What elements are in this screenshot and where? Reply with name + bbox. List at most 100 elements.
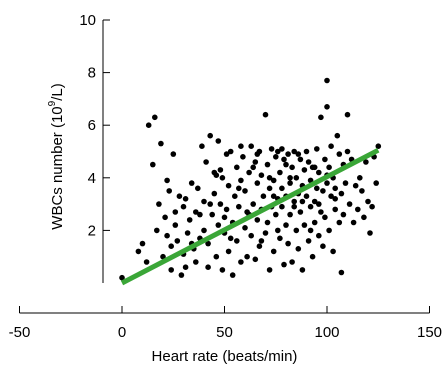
data-point bbox=[289, 259, 295, 265]
data-point bbox=[223, 151, 230, 157]
data-point bbox=[285, 151, 291, 157]
data-point bbox=[238, 259, 244, 265]
data-point bbox=[256, 243, 263, 249]
y-tick-label: 8 bbox=[88, 65, 96, 82]
data-point bbox=[166, 188, 172, 194]
data-point bbox=[238, 143, 244, 149]
data-point bbox=[225, 182, 232, 189]
data-point bbox=[258, 172, 265, 178]
data-point bbox=[336, 219, 343, 226]
data-point bbox=[332, 185, 339, 192]
data-point bbox=[355, 206, 361, 213]
data-point bbox=[182, 196, 189, 202]
data-point bbox=[227, 235, 234, 242]
data-point bbox=[293, 227, 300, 234]
data-point bbox=[316, 232, 322, 239]
data-point bbox=[227, 148, 234, 155]
data-point bbox=[197, 211, 203, 218]
data-point bbox=[234, 164, 240, 171]
data-point bbox=[283, 161, 289, 168]
data-point bbox=[326, 164, 332, 171]
y-tick-label: 2 bbox=[88, 222, 96, 239]
data-point bbox=[164, 232, 170, 239]
data-point bbox=[258, 238, 265, 244]
data-point bbox=[375, 143, 382, 149]
data-point bbox=[270, 193, 277, 199]
data-point bbox=[186, 217, 193, 223]
data-point bbox=[260, 193, 267, 199]
data-point bbox=[277, 235, 283, 242]
y-tick-label: 6 bbox=[88, 117, 96, 134]
data-point bbox=[254, 217, 261, 223]
data-point bbox=[193, 209, 199, 215]
data-point bbox=[369, 203, 375, 210]
data-point bbox=[320, 188, 326, 194]
data-point bbox=[291, 148, 298, 155]
data-point bbox=[135, 248, 142, 255]
data-point bbox=[219, 175, 226, 181]
data-point bbox=[316, 169, 322, 176]
data-point bbox=[332, 196, 339, 202]
data-point bbox=[252, 159, 259, 165]
data-point bbox=[279, 203, 285, 210]
x-tick-label: -50 bbox=[9, 324, 31, 341]
data-point bbox=[266, 175, 273, 181]
data-point bbox=[340, 211, 347, 218]
data-point bbox=[350, 219, 357, 226]
data-point bbox=[305, 238, 312, 244]
data-point bbox=[221, 214, 228, 221]
data-point bbox=[326, 227, 332, 234]
data-point bbox=[311, 198, 318, 205]
data-point bbox=[297, 209, 304, 215]
data-point bbox=[342, 180, 349, 186]
data-point bbox=[160, 253, 166, 260]
data-point bbox=[357, 175, 363, 181]
data-point bbox=[322, 156, 328, 163]
data-point bbox=[279, 185, 285, 192]
data-point bbox=[252, 256, 259, 263]
data-point bbox=[254, 180, 261, 186]
data-point bbox=[344, 148, 351, 155]
y-tick-label: 4 bbox=[88, 170, 96, 187]
data-point bbox=[250, 164, 256, 171]
x-tick-label: 50 bbox=[216, 324, 233, 341]
data-point bbox=[219, 267, 226, 273]
data-point bbox=[229, 272, 236, 278]
data-point bbox=[324, 104, 330, 110]
data-point bbox=[328, 143, 334, 149]
data-point bbox=[361, 214, 367, 221]
data-point bbox=[248, 232, 254, 239]
data-point bbox=[236, 203, 242, 210]
data-point bbox=[150, 161, 156, 168]
x-tick-label: 100 bbox=[314, 324, 339, 341]
data-point bbox=[346, 201, 353, 207]
data-point bbox=[264, 219, 271, 226]
y-axis-title-main: WBCs number (10 bbox=[49, 106, 66, 229]
data-point bbox=[203, 159, 209, 165]
y-axis-title-superscript: 9 bbox=[47, 100, 58, 106]
data-point bbox=[250, 201, 256, 207]
data-point bbox=[285, 240, 291, 247]
data-point bbox=[242, 225, 248, 231]
data-point bbox=[170, 151, 177, 157]
data-point bbox=[367, 230, 373, 236]
data-point bbox=[318, 114, 324, 121]
data-point bbox=[311, 219, 318, 226]
data-point bbox=[279, 146, 285, 152]
data-point bbox=[264, 161, 271, 168]
data-point bbox=[297, 156, 304, 163]
x-axis-title: Heart rate (beats/min) bbox=[152, 348, 298, 365]
data-point bbox=[176, 193, 183, 199]
data-point bbox=[244, 209, 250, 215]
data-point bbox=[299, 267, 306, 273]
data-point bbox=[314, 146, 320, 152]
data-point bbox=[281, 156, 287, 163]
data-point bbox=[213, 253, 220, 260]
data-point bbox=[281, 261, 287, 268]
regression-line bbox=[120, 147, 380, 286]
data-point bbox=[291, 203, 298, 210]
y-axis-title: WBCs number (109/L) bbox=[47, 83, 66, 229]
x-tick-label: 150 bbox=[417, 324, 442, 341]
data-point bbox=[139, 240, 146, 247]
data-point bbox=[301, 222, 308, 228]
